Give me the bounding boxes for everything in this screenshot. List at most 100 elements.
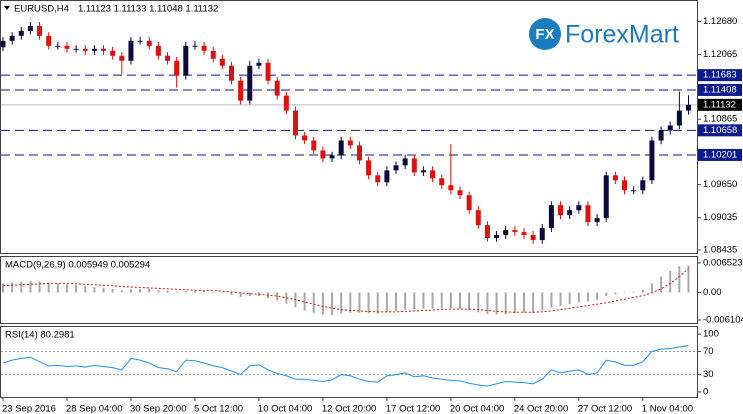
macd-bar: [20, 281, 23, 293]
candle-body: [475, 210, 481, 226]
candle-body: [0, 40, 6, 48]
macd-bar: [38, 281, 41, 293]
candle-body: [558, 205, 564, 216]
macd-bar: [212, 291, 215, 293]
candle-body: [539, 228, 545, 241]
macd-bar: [468, 292, 471, 311]
macd-bar: [623, 292, 626, 293]
rsi-title: RSI(14) 80.2981: [5, 330, 75, 341]
macd-bar: [422, 292, 425, 309]
macd-bar: [605, 292, 608, 297]
macd-bar: [75, 285, 78, 293]
macd-bar: [596, 292, 599, 301]
macd-bar: [577, 292, 580, 303]
candle-body: [521, 232, 527, 236]
rsi-panel: [0, 326, 698, 398]
macd-bar: [139, 288, 142, 293]
macd-bar: [495, 292, 498, 315]
macd-bar: [650, 283, 653, 293]
x-tick-label: 20 Oct 04:00: [450, 404, 504, 414]
candle-body: [320, 150, 326, 159]
candle-body: [567, 210, 573, 216]
y-tick-label: 0.00: [703, 287, 722, 298]
candle-body: [676, 110, 682, 126]
candle-body: [311, 140, 317, 151]
candle-body: [448, 185, 454, 191]
candle-body: [219, 58, 225, 66]
candle-body: [183, 45, 189, 76]
macd-bar: [504, 292, 507, 315]
macd-bar: [669, 270, 672, 293]
level-label: 1.11683: [703, 70, 737, 81]
macd-bar: [56, 283, 59, 293]
macd-bar: [84, 286, 87, 293]
rsi-line: [2, 345, 689, 387]
logo-icon-text: FX: [535, 26, 554, 43]
logo-icon: [529, 18, 561, 50]
candle-body: [101, 48, 107, 51]
macd-bar: [431, 292, 434, 309]
candle-body: [649, 140, 655, 181]
macd-bar: [321, 292, 324, 315]
macd-bar: [184, 291, 187, 293]
macd-bar: [376, 292, 379, 314]
macd-bar: [358, 292, 361, 313]
macd-bar: [404, 292, 407, 310]
level-label: 1.10201: [703, 149, 737, 160]
candle-body: [302, 135, 308, 141]
macd-bar: [559, 292, 562, 306]
macd-bar: [248, 292, 251, 297]
macd-bar: [440, 292, 443, 309]
candle-body: [640, 180, 646, 191]
macd-bar: [11, 282, 14, 293]
candle-body: [612, 175, 618, 181]
candle-body: [146, 40, 152, 46]
macd-bar: [568, 292, 571, 305]
macd-bar: [221, 292, 224, 294]
candle-body: [274, 80, 280, 96]
candle-body: [329, 155, 335, 159]
level-label: 1.11408: [703, 84, 737, 95]
candle-body: [174, 60, 180, 76]
macd-bar: [687, 265, 690, 293]
x-tick-label: 1 Nov 04:00: [642, 404, 693, 414]
candle-body: [137, 40, 143, 42]
y-tick-label: 0: [703, 386, 708, 397]
candle-body: [155, 45, 161, 56]
candle-body: [128, 40, 134, 61]
candle-body: [484, 225, 490, 239]
candle-body: [238, 80, 244, 101]
macd-bar: [459, 292, 461, 310]
candle-body: [548, 205, 554, 229]
candle-body: [411, 158, 417, 173]
logo: FX ForexMart: [529, 18, 679, 50]
x-tick-label: 30 Sep 20:00: [130, 404, 187, 414]
candle-body: [494, 235, 500, 239]
x-tick-label: 12 Oct 20:00: [322, 404, 376, 414]
candle-body: [603, 175, 609, 219]
macd-title: MACD(9,26,9) 0.005949 0.005294: [5, 260, 150, 271]
level-label-box: [698, 148, 742, 161]
candle-body: [55, 45, 61, 47]
macd-bar: [203, 291, 206, 293]
macd-bar: [349, 292, 352, 313]
candle-body: [165, 55, 171, 61]
y-tick-label: 100: [703, 329, 719, 340]
macd-bar: [276, 292, 279, 301]
candle-body: [46, 35, 52, 46]
candle-body: [356, 145, 362, 161]
candle-body: [91, 48, 97, 51]
symbol-menu-icon[interactable]: [4, 6, 10, 10]
macd-bar: [29, 281, 32, 293]
macd-bar: [541, 292, 544, 311]
macd-bar: [47, 282, 50, 293]
candle-body: [37, 25, 43, 36]
candle-body: [229, 65, 234, 81]
level-label: 1.10658: [703, 125, 737, 136]
level-label-box: [698, 83, 742, 96]
y-tick-label: 70: [703, 346, 714, 357]
candle-body: [384, 170, 390, 183]
candle-body: [594, 218, 600, 223]
macd-bar: [239, 292, 242, 297]
